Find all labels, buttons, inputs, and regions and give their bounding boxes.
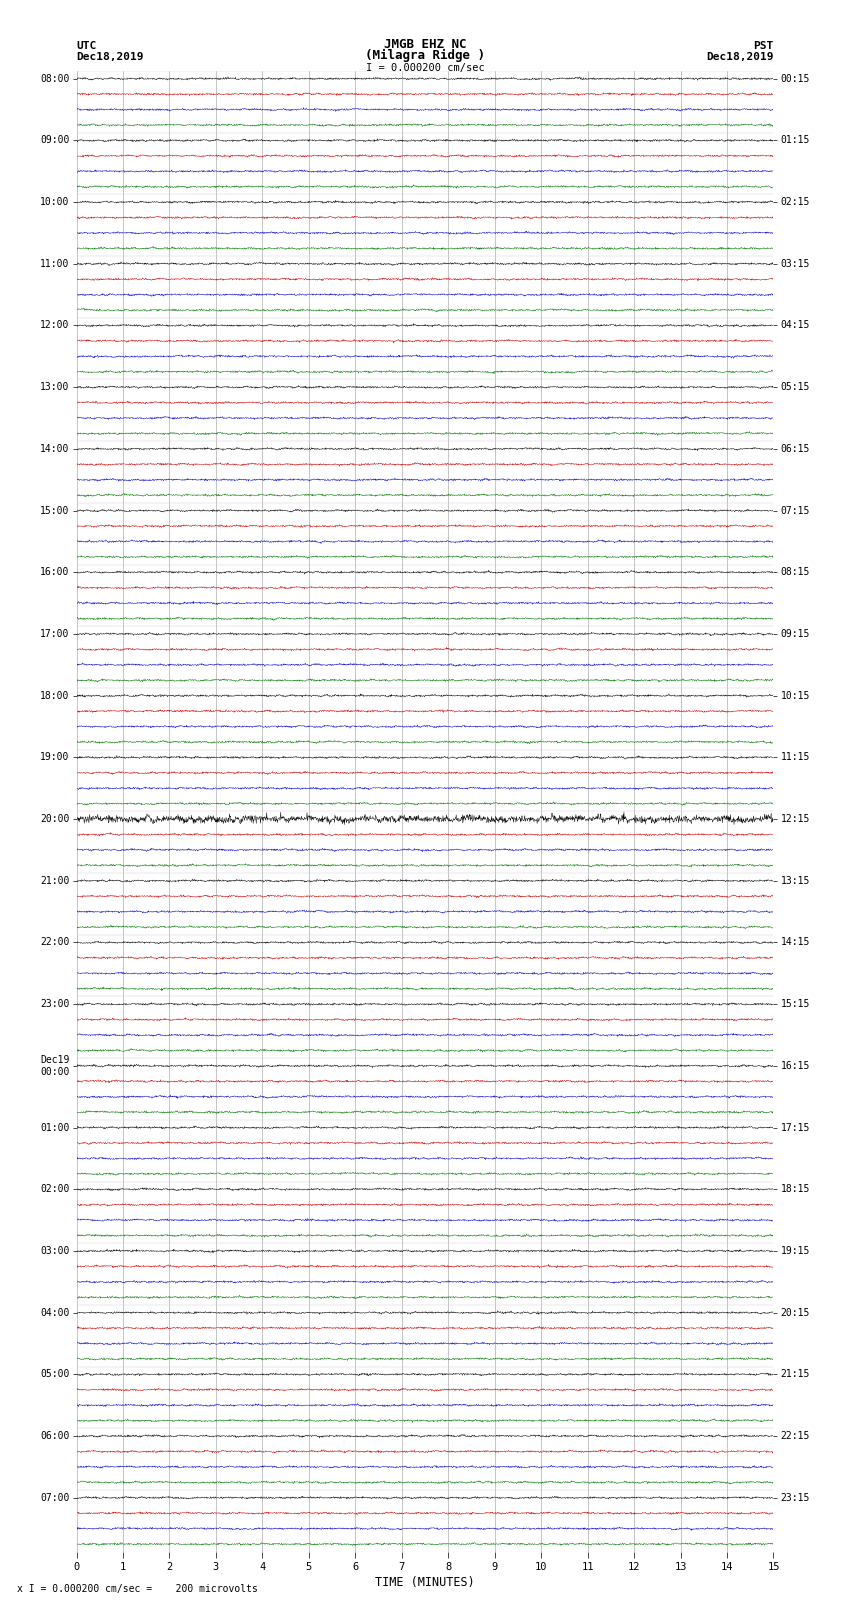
Text: Dec18,2019: Dec18,2019 [76,52,144,63]
Text: Dec18,2019: Dec18,2019 [706,52,774,63]
Text: x I = 0.000200 cm/sec =    200 microvolts: x I = 0.000200 cm/sec = 200 microvolts [17,1584,258,1594]
Text: (Milagra Ridge ): (Milagra Ridge ) [365,48,485,63]
Text: JMGB EHZ NC: JMGB EHZ NC [383,37,467,50]
X-axis label: TIME (MINUTES): TIME (MINUTES) [375,1576,475,1589]
Text: I = 0.000200 cm/sec: I = 0.000200 cm/sec [366,63,484,73]
Text: UTC: UTC [76,40,97,50]
Text: PST: PST [753,40,774,50]
